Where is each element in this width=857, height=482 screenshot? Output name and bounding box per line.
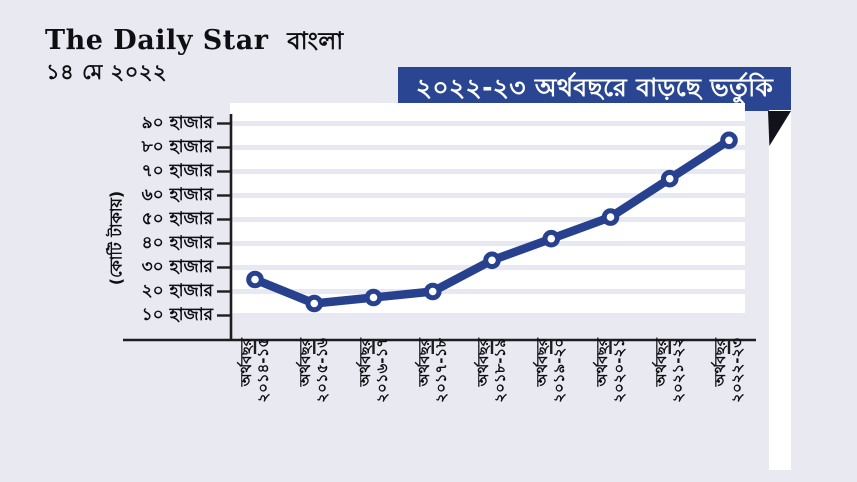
y-tick-label: ২০ হাজার [141, 281, 213, 301]
gridline-band [230, 241, 745, 246]
x-tick-label-fiscal-year: অর্থবছর ২০১৮-১৯ [474, 338, 509, 403]
gridline-band [230, 217, 745, 222]
headline-text: ২০২২-২৩ অর্থবছরে বাড়ছে ভর্তুকি [415, 72, 774, 102]
right-white-strip [769, 110, 791, 470]
logo-bangla-text: বাংলা [287, 27, 344, 55]
plot-panel [230, 103, 745, 317]
data-point-marker [246, 270, 264, 289]
gridline-band [230, 121, 745, 126]
x-tick-label-fiscal-year: অর্থবছর ২০২২-২৩ [711, 338, 746, 403]
data-point-marker [364, 288, 383, 307]
data-point-marker [720, 131, 738, 150]
x-tick-label-fiscal-year: অর্থবছর ২০১৬-১৭ [355, 338, 391, 403]
data-point-marker [542, 229, 561, 248]
gridline-band [230, 145, 745, 150]
x-tick-label-fiscal-year: অর্থবছর ২০১৭-১৮ [414, 338, 450, 403]
gridline-band [230, 193, 745, 198]
x-tick-label-fiscal-year: অর্থবছর ২০২০-২১ [592, 338, 628, 403]
y-tick-label: ৭০ হাজার [141, 161, 213, 181]
x-tick-label-fiscal-year: অর্থবছর ২০১৫-১৬ [296, 338, 332, 403]
y-tick-label: ৩০ হাজার [141, 257, 213, 277]
y-tick-label: ৬০ হাজার [141, 185, 213, 205]
gridline-band [230, 313, 745, 318]
y-tick-label: ৮০ হাজার [141, 137, 213, 157]
data-point-marker [601, 208, 620, 226]
data-point-marker [483, 251, 501, 270]
y-tick-label: ১০ হাজার [141, 305, 213, 325]
logo-english-text: The Daily Star [45, 25, 269, 56]
x-tick-label-fiscal-year: অর্থবছর ২০২১-২২ [651, 338, 687, 403]
x-tick-label-fiscal-year: অর্থবছর ২০১৯-২০ [533, 338, 569, 403]
data-point-marker [423, 282, 442, 301]
data-point-marker [305, 294, 324, 313]
data-point-marker [660, 169, 679, 188]
y-tick-label: ৯০ হাজার [141, 113, 213, 133]
y-tick-label: ৫০ হাজার [141, 209, 213, 229]
y-tick-label: ৪০ হাজার [141, 233, 213, 253]
gridline-band [230, 289, 745, 294]
x-tick-label-fiscal-year: অর্থবছর ২০১৪-১৫ [237, 338, 272, 403]
gridline-band [230, 169, 745, 174]
daily-star-logo: The Daily Star বাংলা [45, 25, 344, 56]
publish-date: ১৪ মে ২০২২ [46, 60, 168, 84]
